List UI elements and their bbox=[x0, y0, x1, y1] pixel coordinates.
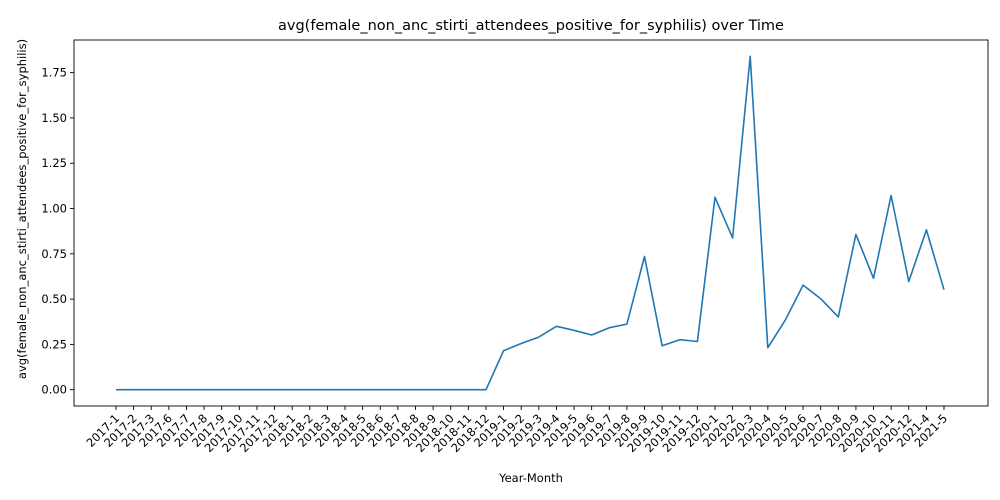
y-axis-label: avg(female_non_anc_stirti_attendees_posi… bbox=[15, 39, 29, 379]
y-axis: 0.00 0.25 0.50 0.75 1.00 1.25 1.50 1.75 bbox=[41, 66, 74, 397]
x-axis: 2017-12017-22017-32017-62017-72017-82017… bbox=[83, 406, 950, 455]
y-tick-label: 1.00 bbox=[41, 202, 67, 216]
y-tick-label: 1.25 bbox=[41, 156, 67, 170]
y-tick-label: 1.50 bbox=[41, 111, 67, 125]
series-layer bbox=[116, 55, 945, 391]
plot-area bbox=[73, 39, 989, 407]
x-axis-label: Year-Month bbox=[498, 471, 563, 485]
y-tick-label: 0.75 bbox=[41, 247, 67, 261]
y-tick-label: 1.75 bbox=[41, 66, 67, 80]
y-tick-label: 0.00 bbox=[41, 383, 67, 397]
chart-title: avg(female_non_anc_stirti_attendees_posi… bbox=[278, 18, 784, 34]
y-tick-label: 0.50 bbox=[41, 292, 67, 306]
series-line-0 bbox=[116, 55, 945, 391]
plot-frame bbox=[73, 39, 989, 407]
y-tick-label: 0.25 bbox=[41, 337, 67, 351]
